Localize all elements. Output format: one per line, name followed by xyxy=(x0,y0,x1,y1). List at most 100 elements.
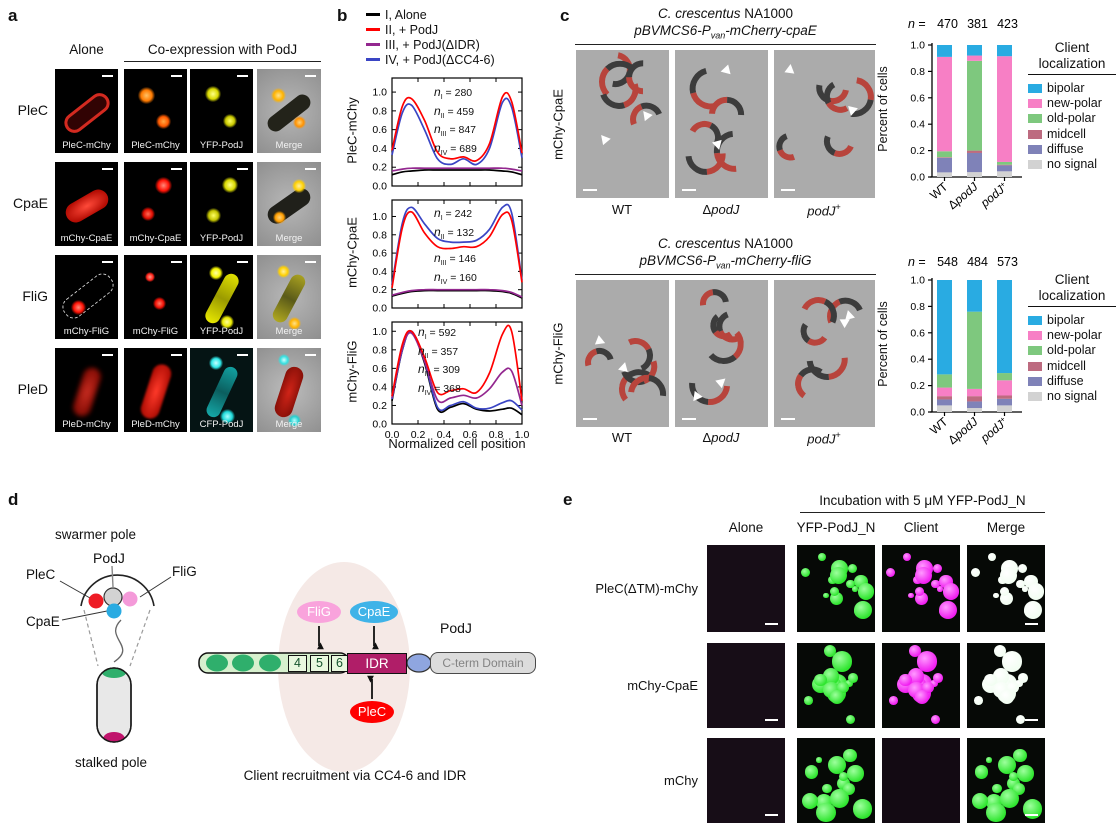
svg-text:0.2: 0.2 xyxy=(372,284,387,296)
micrograph-label: YFP-PodJ xyxy=(199,140,244,151)
fluorescent-focus xyxy=(208,356,223,371)
droplet xyxy=(885,567,896,578)
idr-domain-box: IDR xyxy=(347,653,407,674)
crescent-cell xyxy=(774,127,809,166)
client-localization-legend: Client localization bipolar new-polar old-po… xyxy=(1028,40,1116,172)
fluorescent-focus xyxy=(208,266,223,281)
panel-b-legend-item: IV, + PodJ(ΔCC4-6) xyxy=(366,53,495,68)
condition-label: WT xyxy=(611,202,633,217)
panel-a-header-underline xyxy=(124,61,321,62)
n-annotation: nIII = 146 nIV = 160 xyxy=(434,251,477,286)
legend-dash-icon xyxy=(366,13,380,16)
droplet xyxy=(817,552,827,562)
bar-segment-new-polar xyxy=(967,388,982,397)
cpae-client-bubble: CpaE xyxy=(350,601,398,623)
series-I, Alone xyxy=(391,169,523,176)
bar-segment-no signal xyxy=(937,405,952,412)
droplet xyxy=(1001,651,1023,672)
svg-text:1.0: 1.0 xyxy=(910,40,925,52)
scale-bar xyxy=(1025,719,1038,721)
droplet xyxy=(843,748,858,763)
panel-d-caption: Client recruitment via CC4-6 and IDR xyxy=(243,768,467,783)
fluorescent-focus xyxy=(70,299,86,315)
svg-text:0.8: 0.8 xyxy=(489,429,504,441)
connector-ellipse xyxy=(406,653,432,673)
panel-b-letter: b xyxy=(337,6,348,25)
droplet xyxy=(889,696,898,706)
fluorescent-focus xyxy=(155,177,173,195)
fluorescent-focus xyxy=(138,87,156,105)
n-count: 470 xyxy=(937,17,958,31)
panel-c-plasmid-title-2: pBVMCS6-Pvan-mCherry-fliG xyxy=(639,253,812,271)
droplet xyxy=(1007,681,1019,694)
scale-bar xyxy=(237,75,248,77)
droplet xyxy=(1017,765,1034,782)
droplet xyxy=(847,765,864,782)
svg-text:0.0: 0.0 xyxy=(372,419,387,431)
bar-segment-bipolar xyxy=(967,45,982,56)
legend-swatch-icon xyxy=(1028,376,1042,386)
scale-bar xyxy=(171,75,182,77)
droplet xyxy=(822,668,840,686)
svg-text:0.6: 0.6 xyxy=(372,363,387,375)
legend-dash-icon xyxy=(366,43,380,46)
arrowhead-icon xyxy=(846,105,859,117)
svg-text:0.2: 0.2 xyxy=(910,380,925,392)
droplet xyxy=(984,673,997,687)
bar-segment-bipolar xyxy=(997,280,1012,374)
client-localization-legend: Client localization bipolar new-polar old-po… xyxy=(1028,272,1116,404)
droplet xyxy=(816,757,822,763)
droplet xyxy=(845,680,853,688)
n-prefix: n = xyxy=(908,17,926,31)
bar-segment-midcell xyxy=(997,395,1012,399)
swarmer-pole-label: swarmer pole xyxy=(55,527,137,542)
micrograph: mChy-CpaE xyxy=(124,162,187,246)
panel-b-xaxis-title: Normalized cell position xyxy=(388,436,526,451)
droplet xyxy=(830,566,848,584)
condition-label: ΔpodJ xyxy=(702,430,740,445)
bar-segment-midcell xyxy=(967,150,982,153)
droplet xyxy=(822,783,832,793)
panel-c-underline-1 xyxy=(575,44,876,45)
line-chart-mChy-FliG: 0.0 0.2 0.4 0.6 0.8 1.0 0.0 0.2 0.4 0.6 0.8 1.0 xyxy=(372,321,529,441)
droplet xyxy=(997,755,1017,775)
panel-e-header-client: Client xyxy=(903,520,939,535)
bar-segment-old-polar xyxy=(937,374,952,388)
bar-segment-old-polar xyxy=(967,60,982,151)
droplet xyxy=(985,802,1006,823)
scale-bar xyxy=(305,261,316,263)
droplet xyxy=(916,651,938,672)
droplet-micrograph xyxy=(967,643,1045,728)
panel-b-legend-item: II, + PodJ xyxy=(366,23,438,38)
scale-bar xyxy=(781,418,795,420)
legend-label: IV, + PodJ(ΔCC4-6) xyxy=(385,53,495,67)
bar-segment-no signal xyxy=(967,408,982,412)
bar-segment-old-polar xyxy=(997,161,1012,165)
panel-c-row-label-1: mChy-CpaE xyxy=(550,89,566,160)
panel-b-legend-item: III, + PodJ(ΔIDR) xyxy=(366,38,480,53)
droplet-micrograph xyxy=(882,545,960,632)
micrograph: PleC-mChy xyxy=(124,69,187,153)
svg-text:0.4: 0.4 xyxy=(437,429,452,441)
svg-text:0.4: 0.4 xyxy=(372,266,387,278)
panel-c-plasmid-title-1: pBVMCS6-Pvan-mCherry-cpaE xyxy=(634,23,817,41)
fluorescent-focus xyxy=(288,317,302,331)
micrograph xyxy=(675,50,768,198)
cc6-domain-box: 6 xyxy=(331,655,348,672)
droplet xyxy=(907,668,925,686)
micrograph-label: CFP-PodJ xyxy=(199,419,244,430)
droplet xyxy=(1022,798,1043,819)
flig-dot xyxy=(122,591,138,607)
droplet xyxy=(831,651,853,672)
droplet xyxy=(937,586,943,592)
svg-text:0.4: 0.4 xyxy=(910,354,925,366)
podj-domain-label: PodJ xyxy=(440,620,472,636)
legend-label: III, + PodJ(ΔIDR) xyxy=(385,38,480,52)
cell-rod xyxy=(272,364,306,420)
n-prefix: n = xyxy=(908,255,926,269)
fluorescent-focus xyxy=(222,114,237,129)
droplet xyxy=(1000,566,1018,584)
droplet-micrograph xyxy=(707,738,785,823)
fluorescent-focus xyxy=(204,86,221,103)
cc-domain-ellipse xyxy=(232,654,254,672)
